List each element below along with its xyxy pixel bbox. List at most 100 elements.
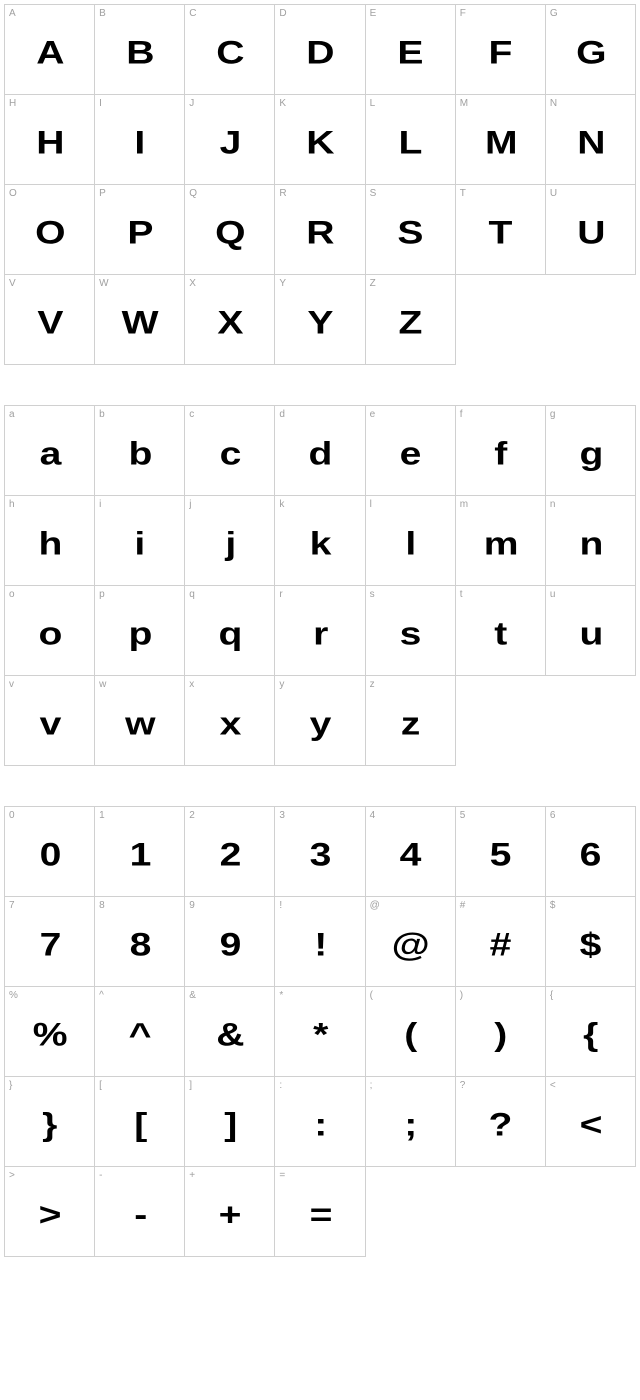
glyph-display: I xyxy=(135,126,145,158)
glyph-label: d xyxy=(279,409,285,420)
glyph-cell: )) xyxy=(456,987,546,1077)
glyph-label: t xyxy=(460,589,463,600)
glyph-display: ^ xyxy=(129,1018,151,1050)
glyph-label: h xyxy=(9,499,15,510)
glyph-display: } xyxy=(43,1108,57,1140)
glyph-display: [ xyxy=(134,1108,146,1140)
glyph-cell: mm xyxy=(456,496,546,586)
glyph-cell: xx xyxy=(185,676,275,766)
glyph-label: 4 xyxy=(370,810,376,821)
glyph-cell: EE xyxy=(366,5,456,95)
glyph-label: U xyxy=(550,188,557,199)
glyph-cell: MM xyxy=(456,95,546,185)
glyph-display: w xyxy=(125,707,154,739)
glyph-label: a xyxy=(9,409,15,420)
glyph-grid: aabbccddeeffgghhiijjkkllmmnnooppqqrrsstt… xyxy=(4,405,636,766)
glyph-label: W xyxy=(99,278,108,289)
glyph-cell: ## xyxy=(456,897,546,987)
empty-cell xyxy=(546,676,636,766)
glyph-label: N xyxy=(550,98,557,109)
glyph-cell: oo xyxy=(5,586,95,676)
glyph-display: ] xyxy=(224,1108,236,1140)
glyph-label: G xyxy=(550,8,558,19)
glyph-cell: 00 xyxy=(5,807,95,897)
glyph-cell: ii xyxy=(95,496,185,586)
glyph-label: 0 xyxy=(9,810,15,821)
glyph-cell: rr xyxy=(275,586,365,676)
glyph-display: t xyxy=(494,617,506,649)
glyph-cell: NN xyxy=(546,95,636,185)
glyph-label: V xyxy=(9,278,16,289)
glyph-display: i xyxy=(135,527,145,559)
glyph-cell: FF xyxy=(456,5,546,95)
glyph-display: < xyxy=(580,1108,602,1140)
glyph-cell: cc xyxy=(185,406,275,496)
glyph-display: C xyxy=(216,36,243,68)
glyph-cell: :: xyxy=(275,1077,365,1167)
glyph-cell: == xyxy=(275,1167,365,1257)
glyph-label: q xyxy=(189,589,195,600)
glyph-display: l xyxy=(405,527,415,559)
glyph-display: V xyxy=(37,306,62,338)
glyph-cell: zz xyxy=(366,676,456,766)
glyph-display: 7 xyxy=(39,928,60,960)
glyph-display: z xyxy=(401,707,419,739)
glyph-display: % xyxy=(33,1018,67,1050)
glyph-display: 9 xyxy=(220,928,241,960)
glyph-cell: JJ xyxy=(185,95,275,185)
glyph-label: # xyxy=(460,900,466,911)
glyph-display: M xyxy=(485,126,516,158)
glyph-cell: !! xyxy=(275,897,365,987)
glyph-label: c xyxy=(189,409,194,420)
glyph-display: A xyxy=(36,36,63,68)
glyph-label: ? xyxy=(460,1080,466,1091)
glyph-label: ^ xyxy=(99,990,104,1001)
glyph-label: + xyxy=(189,1170,195,1181)
glyph-display: c xyxy=(220,437,241,469)
glyph-cell: ]] xyxy=(185,1077,275,1167)
glyph-cell: hh xyxy=(5,496,95,586)
glyph-cell: LL xyxy=(366,95,456,185)
glyph-cell: %% xyxy=(5,987,95,1077)
glyph-display: G xyxy=(576,36,605,68)
glyph-cell: 11 xyxy=(95,807,185,897)
glyph-display: B xyxy=(126,36,153,68)
glyph-label: j xyxy=(189,499,191,510)
glyph-label: K xyxy=(279,98,286,109)
glyph-display: b xyxy=(128,437,151,469)
glyph-cell: GG xyxy=(546,5,636,95)
glyph-display: u xyxy=(579,617,602,649)
glyph-display: S xyxy=(398,216,423,248)
empty-cell xyxy=(546,275,636,365)
glyph-label: A xyxy=(9,8,16,19)
glyph-label: w xyxy=(99,679,106,690)
glyph-label: i xyxy=(99,499,101,510)
glyph-label: b xyxy=(99,409,105,420)
glyph-label: 8 xyxy=(99,900,105,911)
glyph-display: ( xyxy=(404,1018,416,1050)
glyph-display: Z xyxy=(399,306,422,338)
glyph-label: 6 xyxy=(550,810,556,821)
glyph-display: n xyxy=(579,527,602,559)
glyph-label: 7 xyxy=(9,900,15,911)
glyph-label: 2 xyxy=(189,810,195,821)
glyph-cell: 33 xyxy=(275,807,365,897)
glyph-label: % xyxy=(9,990,18,1001)
glyph-cell: ss xyxy=(366,586,456,676)
glyph-label: : xyxy=(279,1080,282,1091)
glyph-grid: AABBCCDDEEFFGGHHIIJJKKLLMMNNOOPPQQRRSSTT… xyxy=(4,4,636,365)
glyph-label: Q xyxy=(189,188,197,199)
empty-cell xyxy=(456,1167,546,1257)
glyph-display: Q xyxy=(215,216,244,248)
glyph-display: y xyxy=(310,707,331,739)
glyph-cell: BB xyxy=(95,5,185,95)
glyph-cell: VV xyxy=(5,275,95,365)
glyph-label: H xyxy=(9,98,16,109)
glyph-label: Z xyxy=(370,278,376,289)
glyph-cell: dd xyxy=(275,406,365,496)
glyph-display: ; xyxy=(404,1108,416,1140)
glyph-cell: tt xyxy=(456,586,546,676)
glyph-cell: gg xyxy=(546,406,636,496)
glyph-label: * xyxy=(279,990,283,1001)
glyph-display: W xyxy=(122,306,158,338)
